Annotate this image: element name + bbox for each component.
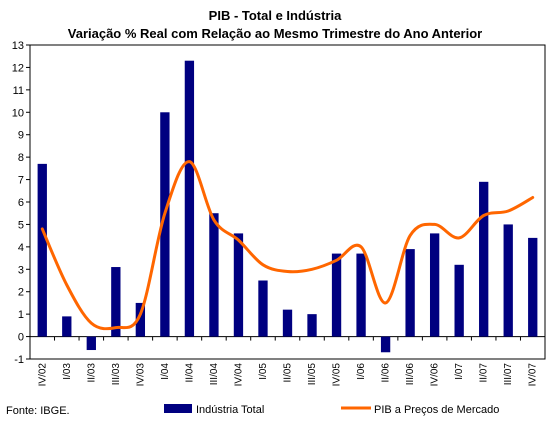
chart-title: PIB - Total e Indústria bbox=[209, 8, 342, 23]
y-tick-label: 7 bbox=[18, 175, 24, 187]
bar bbox=[62, 316, 72, 337]
x-tick-label: IV/04 bbox=[233, 363, 244, 387]
bar bbox=[86, 336, 96, 351]
x-axis: IV/02 I/03 II/03 III/03 IV/03 I/04 II/04 III/04… bbox=[29, 336, 546, 387]
bar bbox=[111, 267, 121, 337]
bar bbox=[503, 224, 513, 337]
bar bbox=[209, 213, 219, 337]
y-tick-label: 12 bbox=[12, 62, 24, 74]
legend: Indústria Total PIB a Preços de Mercado bbox=[164, 404, 499, 416]
x-tick-label: I/07 bbox=[454, 363, 465, 380]
bar bbox=[307, 314, 317, 337]
y-tick-label: 13 bbox=[12, 40, 24, 52]
bar bbox=[405, 249, 415, 337]
x-tick-label: III/07 bbox=[503, 363, 514, 386]
chart-subtitle: Variação % Real com Relação ao Mesmo Tri… bbox=[68, 26, 482, 41]
y-tick-label: 10 bbox=[12, 107, 24, 119]
x-tick-label: III/04 bbox=[209, 363, 220, 386]
y-tick-label: 9 bbox=[18, 130, 24, 142]
y-tick-label: 6 bbox=[18, 197, 24, 209]
x-tick-label: IV/05 bbox=[332, 363, 343, 387]
bar bbox=[479, 181, 489, 337]
x-tick-label: IV/07 bbox=[528, 363, 539, 387]
x-tick-label: IV/02 bbox=[37, 363, 48, 387]
bar bbox=[356, 253, 366, 337]
x-tick-label: II/05 bbox=[283, 363, 294, 383]
bar bbox=[233, 233, 244, 337]
x-tick-label: IV/06 bbox=[430, 363, 441, 387]
bar bbox=[331, 253, 342, 337]
x-tick-label: III/03 bbox=[111, 363, 122, 386]
bar bbox=[184, 60, 195, 337]
y-tick-label: 0 bbox=[18, 332, 24, 344]
y-tick-label: 4 bbox=[18, 242, 24, 254]
x-tick-label: II/07 bbox=[479, 363, 490, 383]
legend-bar-label: Indústria Total bbox=[196, 404, 264, 416]
bar-series bbox=[37, 60, 538, 353]
x-tick-label: III/05 bbox=[307, 363, 318, 386]
bar bbox=[282, 309, 293, 337]
x-tick-label: II/04 bbox=[184, 363, 195, 383]
y-tick-label: 2 bbox=[18, 287, 24, 299]
line-series bbox=[40, 160, 535, 331]
bar bbox=[454, 264, 464, 337]
bar bbox=[37, 163, 47, 337]
y-tick-label: -1 bbox=[14, 354, 24, 366]
y-tick-label: 8 bbox=[18, 152, 24, 164]
bar bbox=[528, 237, 538, 337]
x-tick-label: II/03 bbox=[86, 363, 97, 383]
bar bbox=[258, 280, 268, 337]
y-tick-label: 3 bbox=[18, 264, 24, 276]
x-tick-label: I/04 bbox=[160, 363, 171, 380]
x-tick-label: II/06 bbox=[381, 363, 392, 383]
y-tick-label: 11 bbox=[13, 85, 24, 97]
x-tick-label: III/06 bbox=[405, 363, 416, 386]
bar bbox=[160, 112, 170, 337]
x-tick-label: I/06 bbox=[356, 363, 367, 380]
x-tick-label: I/05 bbox=[258, 363, 269, 380]
x-tick-label: I/03 bbox=[62, 363, 73, 380]
y-tick-label: 5 bbox=[18, 219, 24, 231]
legend-line-label: PIB a Preços de Mercado bbox=[374, 404, 499, 416]
bar bbox=[380, 336, 391, 353]
bar bbox=[135, 302, 146, 337]
legend-bar-swatch bbox=[164, 404, 192, 413]
x-tick-label: IV/03 bbox=[135, 363, 146, 387]
bar bbox=[429, 233, 440, 337]
y-tick-label: 1 bbox=[18, 309, 24, 321]
source-note: Fonte: IBGE. bbox=[6, 405, 70, 417]
